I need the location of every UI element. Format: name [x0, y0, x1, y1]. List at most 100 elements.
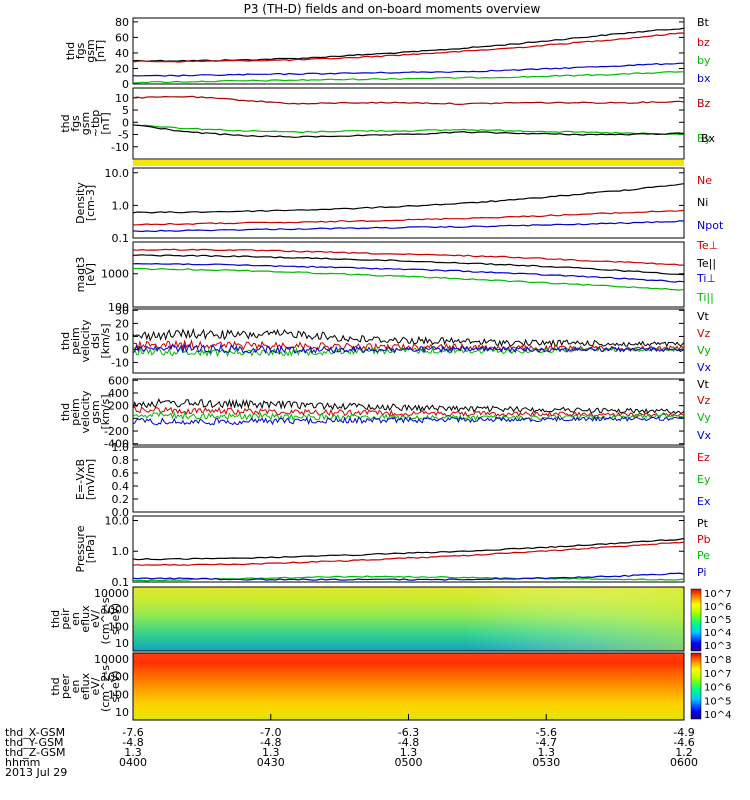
y-tick-label: 10000 — [94, 587, 129, 600]
y-axis-label-line: (cm^2-s- — [99, 594, 112, 645]
y-tick-label: 0.2 — [112, 493, 130, 506]
legend-label: Vt — [697, 310, 710, 323]
y-axis-label-line: magt3 — [74, 257, 87, 293]
y-axis-label-line: [nT] — [99, 112, 112, 134]
x-tick-label: -5.6 — [536, 726, 557, 739]
y-tick-label: 0.1 — [112, 232, 130, 245]
y-axis-label-line: peim — [69, 398, 82, 426]
spectrograms — [132, 586, 702, 721]
y-tick-label: 10 — [115, 637, 129, 650]
y-tick-label: 5 — [122, 104, 129, 117]
y-axis-label-line: [eV] — [84, 263, 97, 286]
y-axis-label: thdpeimvelocitydsl[km/s] — [59, 319, 112, 362]
x-tick-label: 1.3 — [538, 746, 556, 759]
y-axis-label-line: velocity — [79, 319, 92, 362]
y-tick-label: 80 — [115, 16, 129, 29]
y-axis-label-line: gsm — [79, 112, 92, 135]
y-tick-label: -10 — [111, 357, 129, 370]
x-tick-label: -4.8 — [398, 736, 419, 749]
legend-label: Pe — [697, 549, 710, 562]
legend-label: Pb — [697, 533, 711, 546]
colorbar-label: 10^6 — [704, 602, 731, 613]
y-tick-label: 0.8 — [112, 454, 130, 467]
series-line-Pb — [132, 541, 685, 566]
series-line-Vt — [132, 327, 685, 348]
x-tick-label: 1.2 — [675, 746, 693, 759]
series-line-Bx — [132, 124, 685, 138]
y-tick-label: 100 — [108, 688, 129, 701]
series-line-Ti⊥ — [132, 262, 685, 283]
y-tick-label: 100 — [108, 301, 129, 314]
y-tick-label: 400 — [108, 387, 129, 400]
legend-label: By — [697, 132, 712, 145]
y-tick-label: 1000 — [101, 268, 129, 281]
panel-frame — [132, 378, 685, 446]
y-tick-label: 0.0 — [112, 506, 130, 519]
x-row-label: hhmm — [5, 756, 40, 769]
y-axis-label-line: thd — [59, 114, 72, 132]
y-axis-label-line: Pressure — [74, 525, 87, 572]
series-line-Vz — [132, 338, 685, 353]
y-axis-label-line: thd — [59, 332, 72, 350]
y-tick-label: 0.6 — [112, 467, 130, 480]
series-line-bz — [132, 32, 685, 63]
y-axis-label-line: peim — [69, 327, 82, 355]
y-axis-label-line: en — [69, 680, 82, 694]
legend-label: Ti⊥ — [696, 272, 716, 285]
x-tick-label: -4.6 — [673, 736, 694, 749]
legend-label: Npot — [697, 219, 724, 232]
electron-spectrogram — [133, 653, 684, 720]
y-axis-label-line: ~tbp — [89, 110, 102, 138]
y-tick-label: 1.0 — [112, 199, 130, 212]
series-line-Vx — [132, 415, 685, 426]
y-tick-label: 200 — [108, 400, 129, 413]
y-axis-label-line: (cm^2-s- — [99, 661, 112, 712]
y-tick-label: 0.1 — [112, 576, 130, 589]
y-axis-label: Pressure[nPa] — [74, 525, 97, 572]
legend-label: Vx — [697, 361, 712, 374]
x-row-label: thd_X-GSM — [5, 726, 65, 739]
x-tick-label: -4.8 — [122, 736, 143, 749]
y-axis-label-line: gsm — [84, 39, 97, 62]
panel-frame — [132, 241, 685, 308]
figure-title: P3 (TH-D) fields and on-board moments ov… — [244, 2, 541, 16]
y-axis-label-line: peer — [59, 674, 72, 700]
date-label: 2013 Jul 29 — [5, 766, 67, 779]
series-line-bx — [132, 62, 685, 77]
y-tick-label: -10 — [111, 141, 129, 154]
y-axis-label-line: gsm — [89, 400, 102, 423]
colorbar-label: 10^3 — [704, 641, 731, 652]
y-axis-label: thdpeerenefluxeV/(cm^2-s-sr-eV) — [49, 661, 122, 712]
y-tick-label: 10 — [115, 706, 129, 719]
y-axis-label-line: eV/ — [89, 677, 102, 695]
colorbar-label: 10^4 — [704, 710, 731, 721]
y-axis-label-line: sr-eV) — [109, 603, 122, 635]
series-line-Ti|| — [133, 267, 685, 291]
panel-frame — [132, 308, 685, 374]
ion-spectrogram-frame — [132, 586, 685, 652]
ion-colorbar — [690, 588, 702, 652]
y-axis-label: thdfgsgsm[nT] — [64, 39, 107, 62]
y-tick-label: -5 — [118, 129, 129, 142]
colorbar-label: 10^6 — [704, 683, 731, 694]
x-tick-label: -6.3 — [398, 726, 419, 739]
legend-label: Ni — [697, 196, 708, 209]
legend-label: Bt — [697, 16, 710, 29]
legend-label: bx — [697, 72, 711, 85]
series-line-Pi — [132, 572, 685, 581]
y-axis-label-line: thd — [64, 42, 77, 60]
series-line-Bt — [132, 27, 685, 62]
y-axis-label: thdpeirenefluxeV/(cm^2-s-sr-eV) — [49, 594, 122, 645]
panel-temperature: 100 1000 magt3[eV] Te⊥ Te|| Ti⊥ Ti|| — [74, 239, 718, 314]
x-row-label: thd_Y-GSM — [5, 736, 64, 749]
y-tick-label: 600 — [108, 374, 129, 387]
legend-label: bz — [697, 36, 710, 49]
y-tick-label: -200 — [104, 425, 129, 438]
legend-label: Ez — [697, 451, 710, 464]
legend-label: Te|| — [696, 257, 716, 270]
y-axis-label-line: [km/s] — [99, 323, 112, 358]
y-tick-label: 10 — [115, 92, 129, 105]
series-line-Te⊥ — [132, 248, 684, 266]
panel-frame — [132, 167, 685, 239]
panels: 020406080thdfgsgsm[nT]Btbzbybx-10-50510t… — [49, 16, 731, 721]
